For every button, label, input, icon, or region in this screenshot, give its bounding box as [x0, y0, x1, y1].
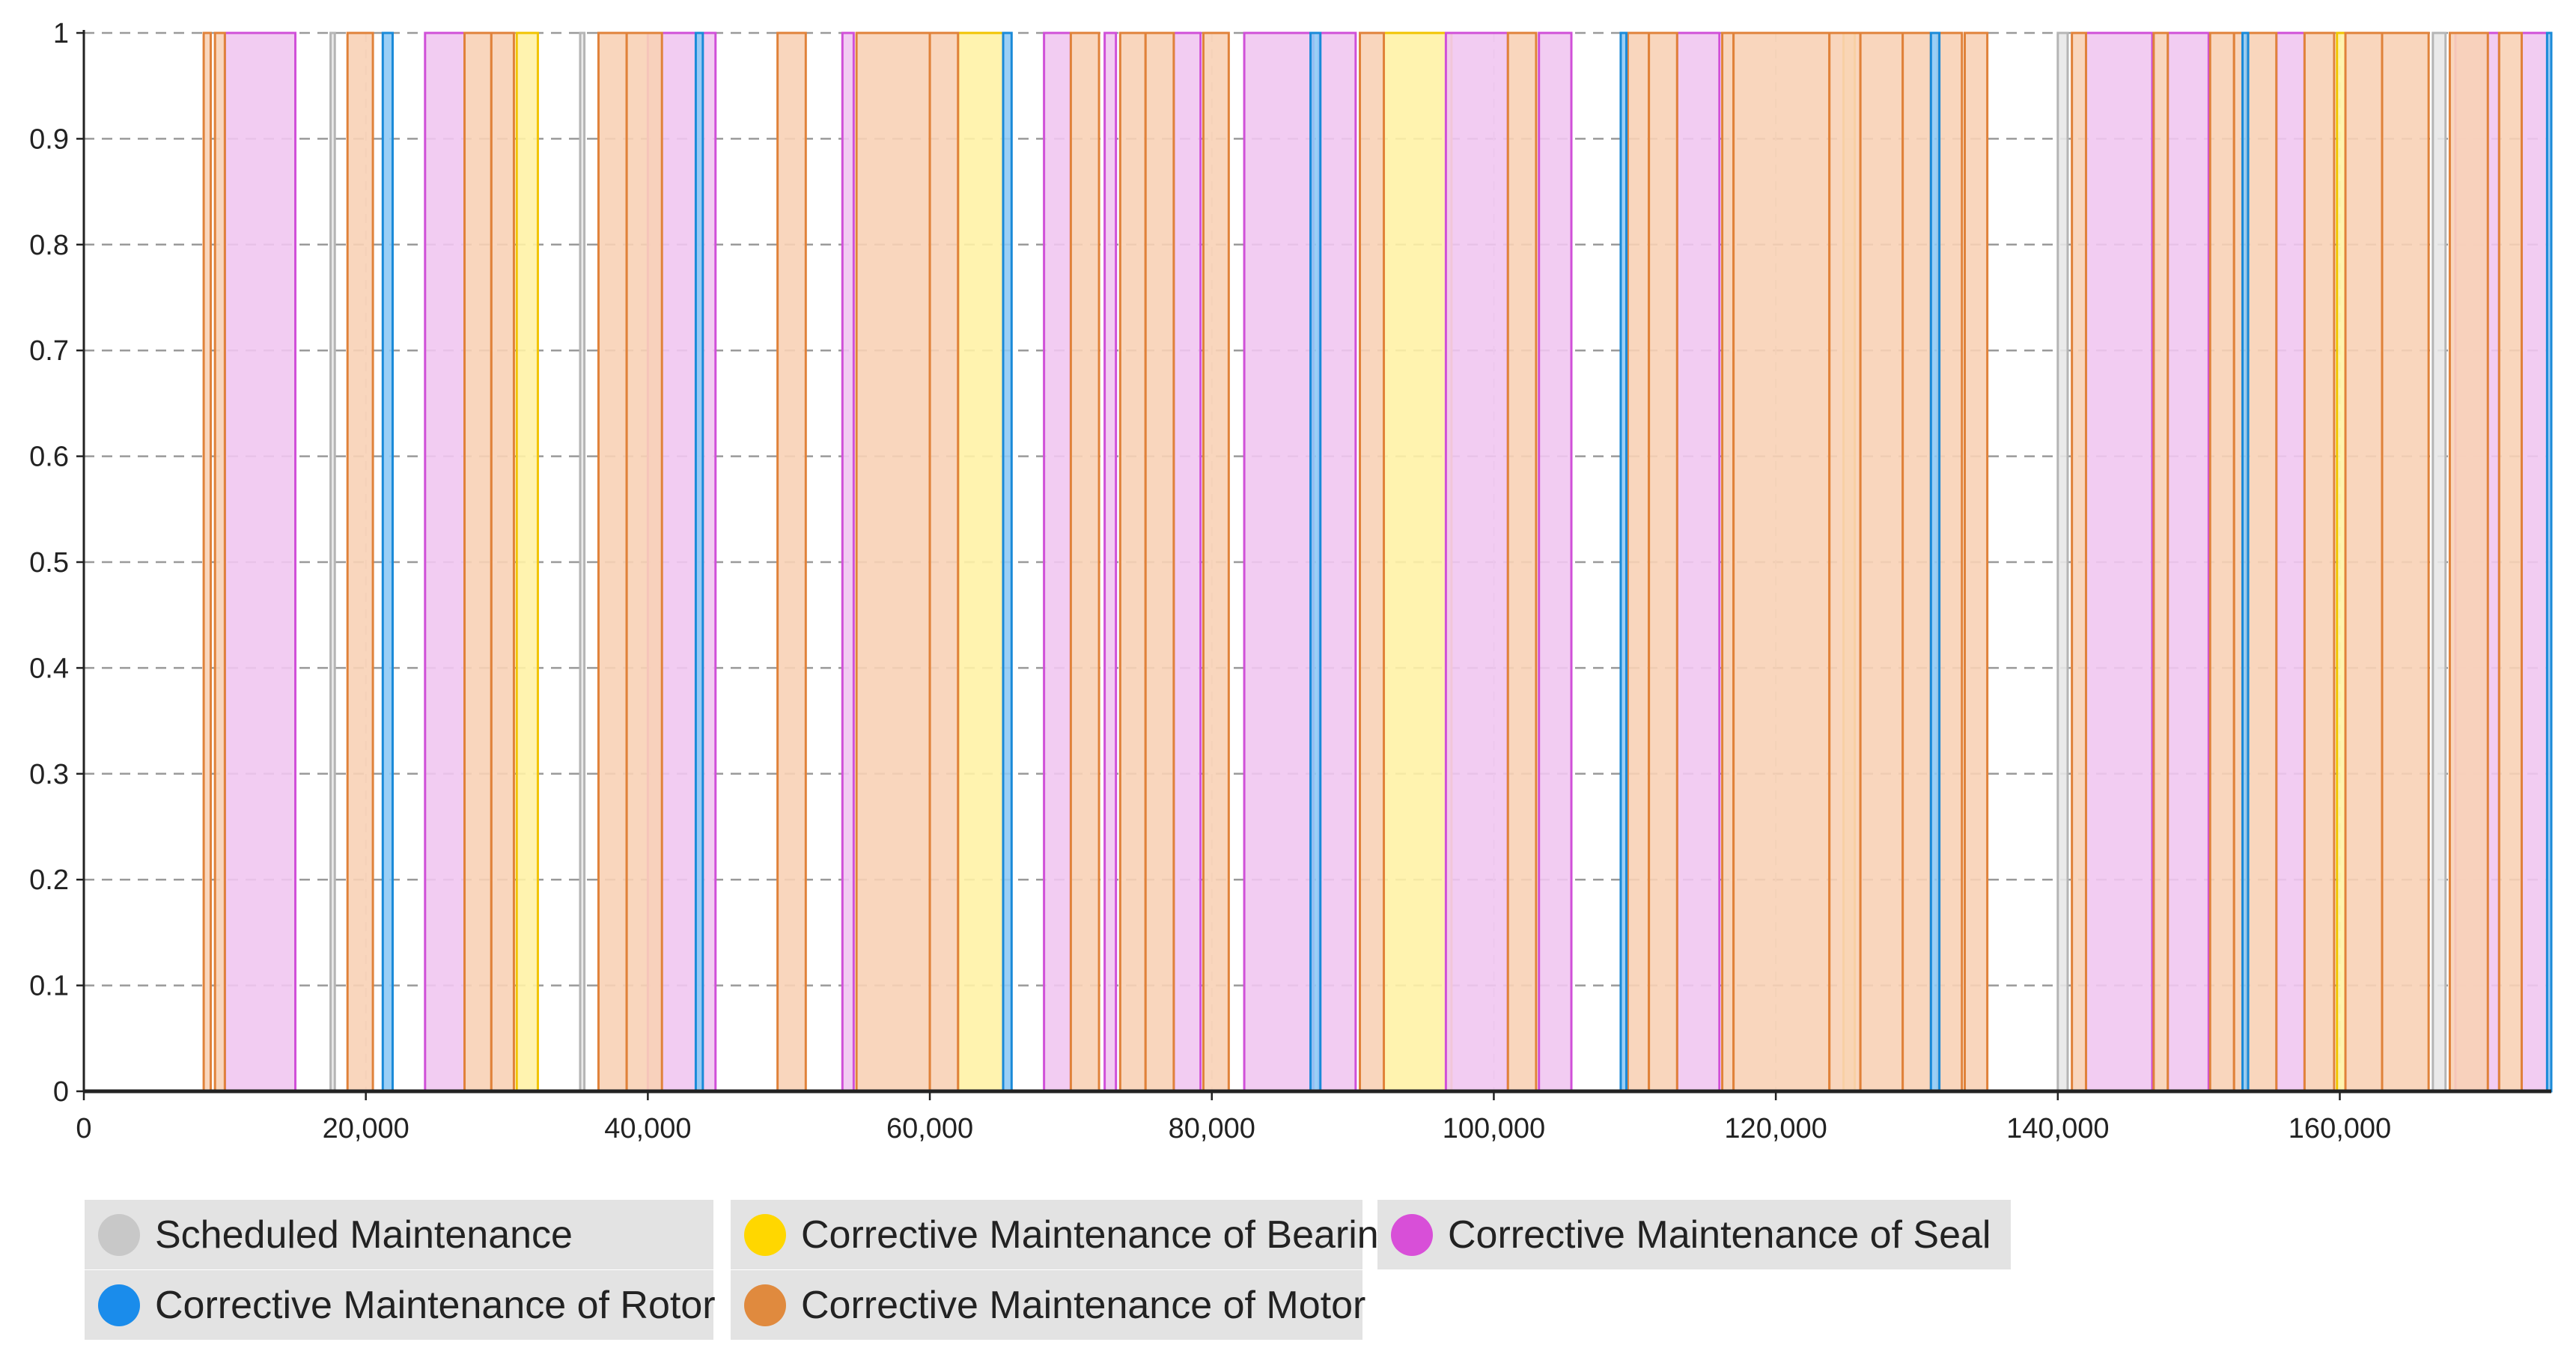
band-seal-8[interactable] [1318, 31, 1357, 1093]
band-motor-32[interactable] [2381, 31, 2430, 1093]
band-motor-28[interactable] [2232, 31, 2244, 1093]
y-tick-label-8: 0.8 [29, 230, 69, 261]
y-tick-label-3: 0.3 [29, 759, 69, 790]
band-rotor-6[interactable] [2241, 31, 2250, 1093]
x-tick-label-4: 80,000 [1169, 1113, 1255, 1144]
band-motor-23[interactable] [1937, 31, 1964, 1093]
band-seal-6[interactable] [1172, 31, 1202, 1093]
band-bearing-0[interactable] [515, 31, 539, 1093]
y-tick-label-4: 0.4 [29, 653, 69, 684]
band-seal-7[interactable] [1243, 31, 1315, 1093]
x-tick-label-5: 100,000 [1443, 1113, 1545, 1144]
band-motor-29[interactable] [2245, 31, 2278, 1093]
band-motor-27[interactable] [2208, 31, 2235, 1093]
band-motor-26[interactable] [2152, 31, 2169, 1093]
x-tick-label-8: 160,000 [2289, 1113, 2391, 1144]
x-tick-label-3: 60,000 [886, 1113, 973, 1144]
band-seal-13[interactable] [2167, 31, 2210, 1093]
maintenance-bands [202, 31, 2553, 1093]
y-tick-label-7: 0.7 [29, 335, 69, 367]
tick-labels: 0 0.1 0.2 0.3 0.4 0.5 0.6 0.7 0.8 0.9 1 0 20,000 40,0… [29, 18, 2391, 1144]
band-seal-9[interactable] [1444, 31, 1509, 1093]
band-motor-30[interactable] [2303, 31, 2336, 1093]
band-rotor-7[interactable] [2545, 31, 2553, 1093]
band-motor-0[interactable] [202, 31, 213, 1093]
axes [76, 30, 2551, 1100]
band-motor-14[interactable] [1359, 31, 1386, 1093]
band-seal-10[interactable] [1538, 31, 1573, 1093]
y-tick-label-10: 1 [53, 18, 69, 49]
band-seal-11[interactable] [1675, 31, 1721, 1093]
band-seal-4[interactable] [1043, 31, 1072, 1093]
band-motor-16[interactable] [1626, 31, 1651, 1093]
band-rotor-2[interactable] [1002, 31, 1013, 1093]
band-bearing-2[interactable] [1383, 31, 1453, 1093]
band-motor-34[interactable] [2497, 31, 2523, 1093]
band-motor-25[interactable] [2071, 31, 2087, 1093]
band-motor-33[interactable] [2448, 31, 2489, 1093]
band-seal-5[interactable] [1103, 31, 1118, 1093]
band-rotor-3[interactable] [1309, 31, 1322, 1093]
band-motor-21[interactable] [1859, 31, 1904, 1093]
band-motor-24[interactable] [1963, 31, 1989, 1093]
band-rotor-5[interactable] [1929, 31, 1941, 1093]
band-motor-17[interactable] [1648, 31, 1678, 1093]
band-motor-6[interactable] [625, 31, 663, 1093]
band-seal-3[interactable] [841, 31, 855, 1093]
band-scheduled-0[interactable] [329, 31, 336, 1093]
y-tick-label-9: 0.9 [29, 123, 69, 155]
band-motor-12[interactable] [1144, 31, 1175, 1093]
band-motor-19[interactable] [1732, 31, 1831, 1093]
band-motor-7[interactable] [776, 31, 807, 1093]
band-motor-3[interactable] [463, 31, 493, 1093]
x-tick-label-6: 120,000 [1724, 1113, 1827, 1144]
band-motor-8[interactable] [855, 31, 931, 1093]
band-motor-31[interactable] [2344, 31, 2384, 1093]
x-tick-label-0: 0 [76, 1113, 91, 1144]
band-motor-4[interactable] [490, 31, 515, 1093]
x-tick-label-2: 40,000 [604, 1113, 691, 1144]
band-bearing-1[interactable] [957, 31, 1005, 1093]
band-motor-13[interactable] [1202, 31, 1230, 1093]
y-tick-label-0: 0 [53, 1076, 69, 1108]
y-tick-label-1: 0.1 [29, 971, 69, 1002]
band-scheduled-1[interactable] [579, 31, 586, 1093]
band-seal-14[interactable] [2275, 31, 2306, 1093]
y-tick-label-6: 0.6 [29, 442, 69, 473]
band-rotor-1[interactable] [694, 31, 704, 1093]
band-motor-9[interactable] [928, 31, 960, 1093]
band-rotor-4[interactable] [1619, 31, 1627, 1093]
band-motor-11[interactable] [1118, 31, 1147, 1093]
y-tick-label-2: 0.2 [29, 864, 69, 896]
band-motor-15[interactable] [1506, 31, 1538, 1093]
x-tick-label-7: 140,000 [2006, 1113, 2109, 1144]
band-motor-5[interactable] [597, 31, 628, 1093]
y-tick-label-5: 0.5 [29, 547, 69, 579]
band-seal-1[interactable] [424, 31, 466, 1093]
band-scheduled-2[interactable] [2056, 31, 2069, 1093]
band-motor-10[interactable] [1069, 31, 1100, 1093]
x-tick-label-1: 20,000 [323, 1113, 409, 1144]
band-motor-20[interactable] [1828, 31, 1862, 1093]
band-motor-18[interactable] [1721, 31, 1735, 1093]
band-seal-0[interactable] [223, 31, 297, 1093]
band-scheduled-3[interactable] [2432, 31, 2447, 1093]
band-motor-2[interactable] [346, 31, 374, 1093]
band-seal-12[interactable] [2084, 31, 2154, 1093]
band-rotor-0[interactable] [381, 31, 394, 1093]
band-motor-1[interactable] [213, 31, 226, 1093]
band-bearing-4[interactable] [2336, 31, 2347, 1093]
band-motor-22[interactable] [1901, 31, 1932, 1093]
